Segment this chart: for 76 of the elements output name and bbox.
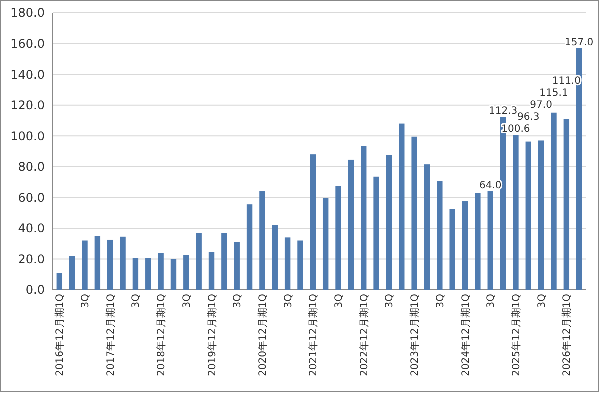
x-tick-label: 2017年12月期1Q [104,294,117,376]
bar [108,240,114,290]
bar [374,176,380,290]
bar [146,258,152,290]
x-tick-label: 3Q [182,294,193,308]
bar [412,136,418,290]
data-label: 115.1 [540,88,568,100]
bar [462,202,468,290]
x-tick-label: 3Q [283,294,294,308]
bar [222,233,228,290]
data-label: 97.0 [530,100,552,112]
y-tick-label: 0.0 [26,283,45,298]
bar [184,255,190,290]
bar [196,233,202,290]
bar [272,225,278,290]
x-tick-label: 3Q [334,294,346,308]
bar [437,182,443,290]
x-tick-label: 3Q [435,294,446,308]
x-tick-label: 3Q [486,294,498,308]
data-label: 157.0 [565,37,594,48]
x-tick-label: 3Q [131,294,142,308]
bar [551,112,557,290]
x-tick-label: 2019年12月期1Q [206,294,218,376]
bar [69,256,76,290]
bar [158,253,164,290]
y-tick-label: 180.0 [10,6,45,20]
bar [310,154,316,290]
x-tick-label: 3Q [80,294,92,308]
y-tick-label: 40.0 [18,222,45,236]
x-tick-label: 2023年12月期1Q [409,294,422,376]
data-label: 112.3 [488,106,518,118]
bar [424,164,430,290]
bar [386,155,392,290]
bar [475,193,481,290]
y-tick-label: 100.0 [10,129,45,144]
x-tick-label: 2022年12月期1Q [358,294,370,376]
y-tick-label: 60.0 [18,190,45,205]
bar [82,240,88,290]
x-tick-label: 2025年12月期1Q [510,294,522,376]
bar [170,259,177,290]
x-tick-label: 3Q [232,294,244,308]
x-tick-label: 2018年12月期1Q [156,294,168,376]
bar [399,124,405,290]
x-tick-label: 2020年12月期1Q [256,294,269,376]
y-tick-label: 160.0 [10,36,45,51]
bar [348,160,354,290]
bar [132,258,139,290]
bar [298,240,304,290]
bar [260,192,266,290]
bar [284,238,291,290]
x-tick-label: 3Q [536,294,548,308]
x-tick-label: 2016年12月期1Q [54,294,66,376]
y-tick-label: 20.0 [18,252,45,266]
data-label: 96.3 [518,112,540,124]
bar [450,209,456,290]
bar [234,242,240,290]
bar [56,273,63,290]
y-tick-label: 120.0 [10,98,45,113]
x-tick-label: 2021年12月期1Q [308,294,320,376]
x-tick-label: 2024年12月期1Q [460,294,472,376]
x-tick-label: 2026年12月期1Q [561,294,574,376]
y-tick-label: 80.0 [18,160,45,174]
bar [564,119,570,290]
bar [246,204,253,290]
bar [361,146,367,290]
bar [526,142,532,290]
bar [538,140,544,290]
bar [208,252,215,290]
bar [322,198,329,290]
x-tick-label: 3Q [384,294,396,308]
bar [488,192,494,290]
bar [513,135,519,290]
y-tick-label: 140.0 [10,68,45,82]
bar [94,236,101,290]
bar [120,236,126,290]
bar [336,186,342,290]
